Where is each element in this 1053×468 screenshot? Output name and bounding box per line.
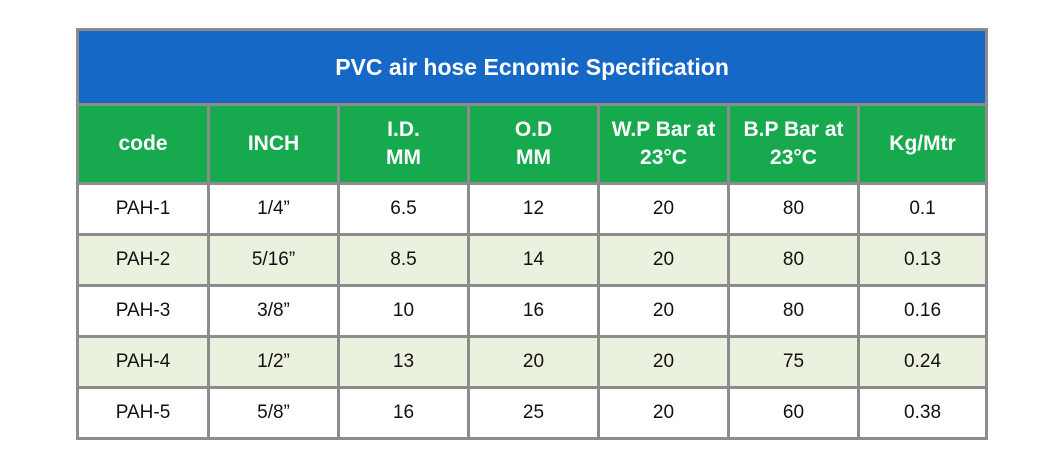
cell-wp: 20 <box>600 389 727 437</box>
cell-bp: 80 <box>730 185 857 233</box>
cell-kg-mtr: 0.38 <box>860 389 986 437</box>
column-header-id: I.D. MM <box>340 106 467 182</box>
cell-bp: 75 <box>730 338 857 386</box>
table-row: PAH-2 5/16” 8.5 14 20 80 0.13 <box>79 236 986 284</box>
table-row: PAH-1 1/4” 6.5 12 20 80 0.1 <box>79 185 986 233</box>
column-header-bp: B.P Bar at 23°C <box>730 106 857 182</box>
cell-wp: 20 <box>600 236 727 284</box>
cell-od: 14 <box>470 236 597 284</box>
cell-kg-mtr: 0.1 <box>860 185 986 233</box>
cell-code: PAH-1 <box>79 185 207 233</box>
table-title: PVC air hose Ecnomic Specification <box>79 31 986 103</box>
header-row: code INCH I.D. MM O.D MM W.P Bar at 23°C B.… <box>79 106 986 182</box>
column-header-od: O.D MM <box>470 106 597 182</box>
cell-bp: 80 <box>730 236 857 284</box>
title-row: PVC air hose Ecnomic Specification <box>79 31 986 103</box>
cell-id: 16 <box>340 389 467 437</box>
cell-inch: 1/4” <box>210 185 337 233</box>
cell-wp: 20 <box>600 185 727 233</box>
column-header-code: code <box>79 106 207 182</box>
table-row: PAH-3 3/8” 10 16 20 80 0.16 <box>79 287 986 335</box>
cell-code: PAH-2 <box>79 236 207 284</box>
cell-id: 8.5 <box>340 236 467 284</box>
cell-id: 6.5 <box>340 185 467 233</box>
table-row: PAH-5 5/8” 16 25 20 60 0.38 <box>79 389 986 437</box>
cell-inch: 5/16” <box>210 236 337 284</box>
cell-id: 13 <box>340 338 467 386</box>
cell-wp: 20 <box>600 338 727 386</box>
cell-inch: 3/8” <box>210 287 337 335</box>
cell-inch: 5/8” <box>210 389 337 437</box>
cell-wp: 20 <box>600 287 727 335</box>
cell-code: PAH-4 <box>79 338 207 386</box>
cell-od: 16 <box>470 287 597 335</box>
cell-code: PAH-3 <box>79 287 207 335</box>
cell-od: 12 <box>470 185 597 233</box>
cell-kg-mtr: 0.24 <box>860 338 986 386</box>
spec-table: PVC air hose Ecnomic Specification code … <box>76 28 989 440</box>
cell-od: 25 <box>470 389 597 437</box>
column-header-inch: INCH <box>210 106 337 182</box>
cell-id: 10 <box>340 287 467 335</box>
cell-od: 20 <box>470 338 597 386</box>
cell-kg-mtr: 0.13 <box>860 236 986 284</box>
column-header-kg-mtr: Kg/Mtr <box>860 106 986 182</box>
table-row: PAH-4 1/2” 13 20 20 75 0.24 <box>79 338 986 386</box>
column-header-wp: W.P Bar at 23°C <box>600 106 727 182</box>
cell-code: PAH-5 <box>79 389 207 437</box>
cell-inch: 1/2” <box>210 338 337 386</box>
cell-kg-mtr: 0.16 <box>860 287 986 335</box>
cell-bp: 80 <box>730 287 857 335</box>
cell-bp: 60 <box>730 389 857 437</box>
